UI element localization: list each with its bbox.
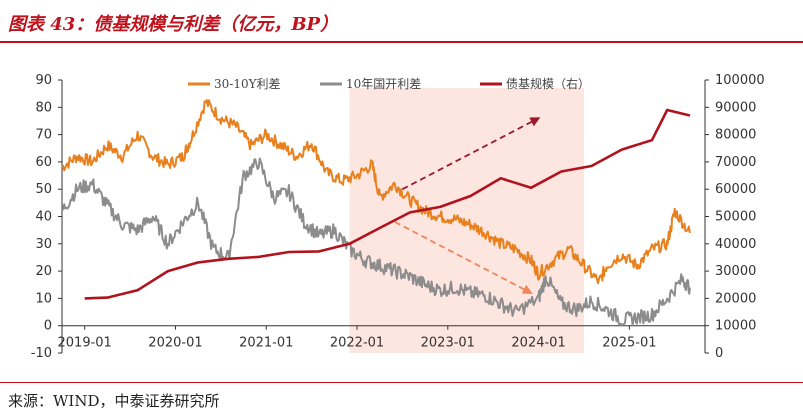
right-tick-label: 70000: [715, 155, 756, 170]
legend-entry: 10年国开利差: [346, 77, 421, 91]
left-tick-label: 10: [35, 291, 52, 306]
legend-entry: 债基规模（右）: [506, 76, 590, 91]
left-tick-label: 60: [35, 155, 52, 170]
series-line-bond-fund-size: [84, 108, 691, 300]
left-tick-label: -10: [31, 346, 52, 361]
left-tick-label: 40: [35, 210, 52, 225]
shaded-period: [349, 88, 584, 353]
left-tick-label: 30: [35, 237, 52, 252]
right-tick-label: 40000: [715, 237, 756, 252]
right-tick-label: 30000: [715, 264, 756, 279]
left-tick-label: 90: [35, 73, 52, 88]
right-tick-label: 60000: [715, 182, 756, 197]
right-tick-label: 20000: [715, 291, 756, 306]
spread-vs-fund-chart: -10 0 10 20 30 40 50 60 70 80 90 0 10000 20000 30000 40…: [31, 73, 765, 361]
page-title: 图表 43：债基规模与利差（亿元，BP）: [8, 14, 339, 35]
x-tick-label: 2022-01: [330, 336, 384, 351]
right-tick-label: 50000: [715, 210, 756, 225]
series-line-10y-cdb-spread: [61, 157, 691, 327]
left-tick-label: 70: [35, 128, 52, 143]
x-tick-label: 2021-01: [239, 336, 293, 351]
x-tick-label: 2023-01: [421, 336, 475, 351]
trend-arrow-down: [394, 221, 533, 294]
x-tick-label: 2020-01: [148, 336, 202, 351]
trend-arrow-up: [401, 117, 541, 190]
right-tick-label: 80000: [715, 128, 756, 143]
title-divider: [0, 41, 803, 43]
left-tick-label: 0: [44, 319, 52, 334]
right-tick-label: 0: [715, 346, 723, 361]
series-line-30-10y-spread: [61, 99, 691, 285]
right-tick-label: 100000: [715, 73, 765, 88]
right-tick-label: 10000: [715, 319, 756, 334]
left-tick-label: 50: [35, 182, 52, 197]
x-tick-label: 2024-01: [511, 336, 565, 351]
source-note: 来源：WIND，中泰证券研究所: [8, 392, 220, 410]
x-tick-label: 2019-01: [58, 336, 112, 351]
left-tick-label: 20: [35, 264, 52, 279]
legend-entry: 30-10Y利差: [214, 77, 281, 91]
source-divider: [0, 382, 803, 383]
x-tick-label: 2025-01: [602, 336, 656, 351]
right-tick-label: 90000: [715, 100, 756, 115]
left-tick-label: 80: [35, 100, 52, 115]
